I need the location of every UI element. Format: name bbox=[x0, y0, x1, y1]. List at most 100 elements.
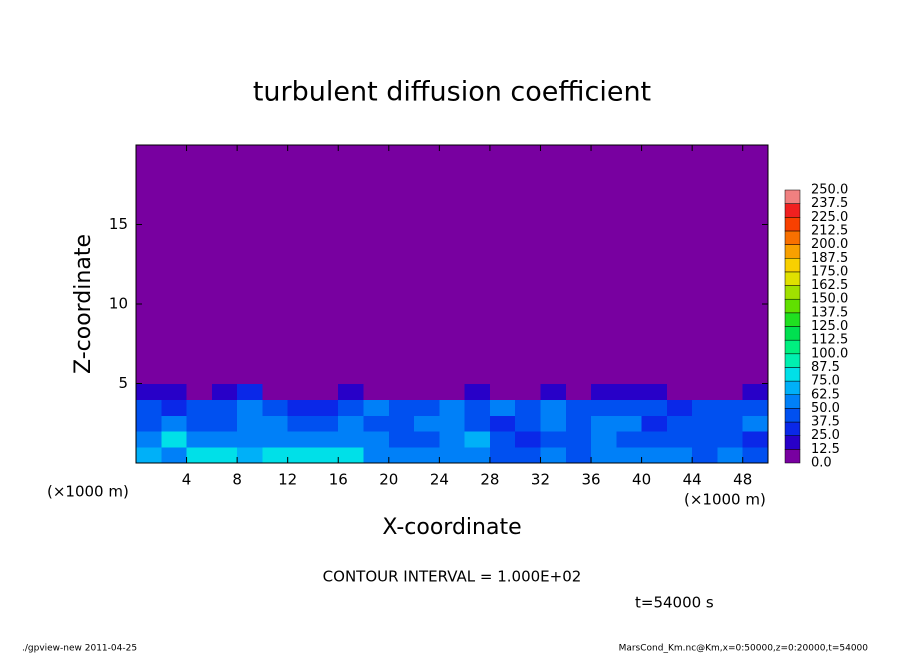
colorbar-band bbox=[784, 298, 801, 314]
colorbar-label: 162.5 bbox=[811, 278, 848, 293]
heatmap-cell bbox=[161, 431, 188, 448]
heatmap-cell bbox=[616, 145, 643, 384]
heatmap-cell bbox=[464, 431, 491, 448]
heatmap-cell bbox=[717, 383, 744, 400]
x-tick-label: 16 bbox=[329, 471, 348, 489]
colorbar-band bbox=[784, 285, 801, 300]
colorbar-band bbox=[784, 339, 801, 355]
heatmap-cell bbox=[237, 447, 263, 464]
heatmap-cell bbox=[237, 415, 263, 432]
x-axis-label: X-coordinate bbox=[382, 515, 521, 540]
heatmap-cell bbox=[338, 145, 365, 384]
heatmap-cell bbox=[262, 399, 289, 416]
heatmap-cell bbox=[666, 399, 693, 416]
heatmap-cell bbox=[161, 383, 188, 400]
heatmap-cell bbox=[641, 447, 668, 464]
x-tick-label: 4 bbox=[182, 471, 192, 489]
heatmap-cell bbox=[616, 399, 643, 416]
heatmap-cell bbox=[489, 383, 516, 400]
heatmap-cell bbox=[211, 447, 238, 464]
colorbar-band bbox=[784, 258, 801, 273]
heatmap-cell bbox=[161, 145, 188, 384]
heatmap-cell bbox=[338, 431, 365, 448]
colorbar-label: 175.0 bbox=[811, 264, 848, 279]
x-tick-label: 40 bbox=[632, 471, 651, 489]
colorbar-band bbox=[784, 271, 801, 286]
heatmap-cell bbox=[161, 447, 188, 464]
heatmap-cell bbox=[363, 145, 390, 384]
heatmap-cell bbox=[616, 383, 643, 400]
colorbar-label: 112.5 bbox=[811, 333, 848, 348]
heatmap-cell bbox=[591, 145, 617, 384]
heatmap-cell bbox=[666, 431, 693, 448]
heatmap-cell bbox=[363, 383, 390, 400]
heatmap-cell bbox=[136, 415, 162, 432]
heatmap-cell bbox=[616, 447, 643, 464]
heatmap-cell bbox=[717, 447, 744, 464]
heatmap-cell bbox=[338, 399, 365, 416]
heatmap-cell bbox=[641, 415, 668, 432]
heatmap-cell bbox=[211, 431, 238, 448]
heatmap-cell bbox=[211, 399, 238, 416]
heatmap-cell bbox=[287, 415, 314, 432]
heatmap-cell bbox=[363, 431, 390, 448]
heatmap-cell bbox=[591, 447, 617, 464]
heatmap-cell bbox=[742, 399, 769, 416]
colorbar-band bbox=[784, 203, 801, 218]
colorbar-label: 187.5 bbox=[811, 251, 848, 266]
heatmap-cell bbox=[641, 383, 668, 400]
colorbar-label: 250.0 bbox=[811, 183, 848, 198]
heatmap-cell bbox=[186, 399, 213, 416]
heatmap-cell bbox=[161, 415, 188, 432]
heatmap-cell bbox=[388, 431, 415, 448]
heatmap-cell bbox=[489, 447, 516, 464]
colorbar-band bbox=[784, 449, 801, 464]
heatmap-cell bbox=[136, 383, 162, 400]
heatmap-cell bbox=[717, 415, 744, 432]
heatmap-cell bbox=[692, 399, 718, 416]
heatmap-cell bbox=[540, 447, 567, 464]
heatmap-cell bbox=[565, 145, 592, 384]
colorbar-label: 0.0 bbox=[811, 456, 832, 471]
chart-title: turbulent diffusion coefficient bbox=[253, 77, 651, 108]
colorbar-label: 25.0 bbox=[811, 428, 840, 443]
heatmap-cell bbox=[186, 415, 213, 432]
heatmap-cell bbox=[565, 447, 592, 464]
colorbar-band bbox=[784, 394, 801, 409]
heatmap-cell bbox=[186, 431, 213, 448]
x-tick-label: 20 bbox=[379, 471, 398, 489]
heatmap-cell bbox=[439, 145, 466, 384]
heatmap-cell bbox=[262, 383, 289, 400]
heatmap-cell bbox=[136, 447, 162, 464]
heatmap-cell bbox=[692, 447, 718, 464]
heatmap-cell bbox=[211, 415, 238, 432]
heatmap-cell bbox=[692, 383, 718, 400]
heatmap-cell bbox=[287, 447, 314, 464]
colorbar-label: 87.5 bbox=[811, 360, 840, 375]
colorbar-label: 37.5 bbox=[811, 415, 840, 430]
colorbar-band bbox=[784, 230, 801, 245]
heatmap-cell bbox=[414, 145, 440, 384]
heatmap-cell bbox=[515, 145, 541, 384]
x-tick-label: 8 bbox=[232, 471, 242, 489]
heatmap-cell bbox=[287, 383, 314, 400]
y-tick-label: 5 bbox=[118, 374, 128, 392]
heatmap-cell bbox=[312, 145, 339, 384]
footer-left: ./gpview-new 2011-04-25 bbox=[22, 644, 137, 654]
colorbar-band bbox=[784, 326, 801, 341]
heatmap-cell bbox=[439, 415, 466, 432]
heatmap-cell bbox=[388, 447, 415, 464]
heatmap-cell bbox=[388, 415, 415, 432]
heatmap-cell bbox=[742, 431, 769, 448]
heatmap-cell bbox=[717, 145, 744, 384]
heatmap-cell bbox=[237, 399, 263, 416]
heatmap-cell bbox=[489, 431, 516, 448]
colorbar-band bbox=[784, 189, 801, 204]
heatmap-cell bbox=[237, 145, 263, 384]
colorbar-label: 137.5 bbox=[811, 305, 848, 320]
heatmap-cell bbox=[136, 431, 162, 448]
heatmap-cell bbox=[742, 447, 769, 464]
heatmap-cell bbox=[616, 431, 643, 448]
heatmap-cell bbox=[515, 415, 541, 432]
